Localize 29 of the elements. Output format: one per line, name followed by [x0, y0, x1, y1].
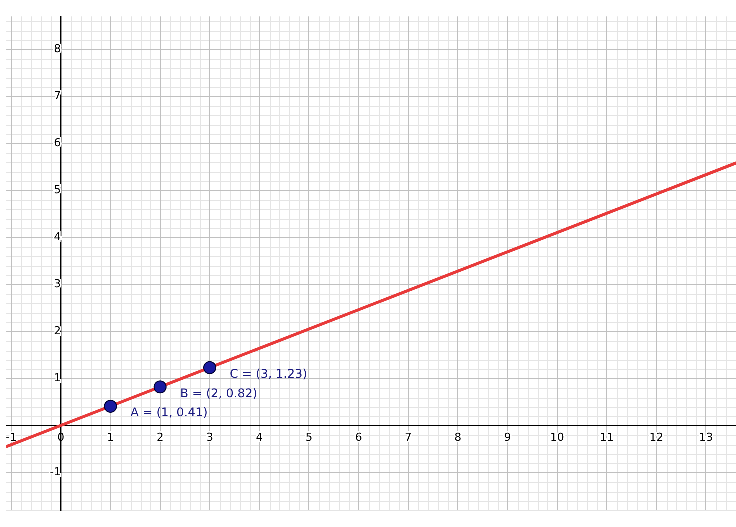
- x-tick-label: 10: [550, 431, 564, 444]
- x-tick-label: 8: [454, 431, 462, 444]
- x-tick-label: 11: [600, 431, 614, 444]
- x-tick-label: 7: [404, 431, 412, 444]
- point: [154, 380, 167, 394]
- y-tick-label: 6: [54, 136, 62, 150]
- x-tick-label: 13: [699, 431, 714, 444]
- x-tick-label: 3: [206, 431, 214, 444]
- point: [203, 361, 216, 374]
- annotation: A = (1, 0.41): [130, 406, 208, 420]
- x-tick-label: -1: [6, 431, 17, 444]
- y-tick-label: 4: [54, 230, 62, 244]
- y-tick-label: 2: [54, 324, 62, 338]
- x-tick-label: 9: [504, 431, 512, 444]
- y-tick-label: 8: [54, 42, 62, 56]
- annotation: B = (2, 0.82): [180, 386, 258, 400]
- x-tick-label: 2: [156, 431, 164, 444]
- x-tick-label: 12: [650, 431, 664, 444]
- x-tick-label: 4: [256, 431, 264, 444]
- annotation: C = (3, 1.23): [230, 367, 308, 382]
- y-tick-label: 5: [54, 183, 62, 196]
- y-tick-label: 7: [54, 89, 62, 102]
- x-tick-label: 5: [306, 431, 313, 444]
- x-tick-label: 6: [355, 431, 362, 444]
- y-tick-label: 3: [54, 278, 62, 291]
- y-tick-label: -1: [50, 466, 62, 479]
- x-tick-label: 1: [107, 431, 114, 444]
- y-tick-label: 1: [54, 372, 62, 385]
- point: [104, 400, 118, 413]
